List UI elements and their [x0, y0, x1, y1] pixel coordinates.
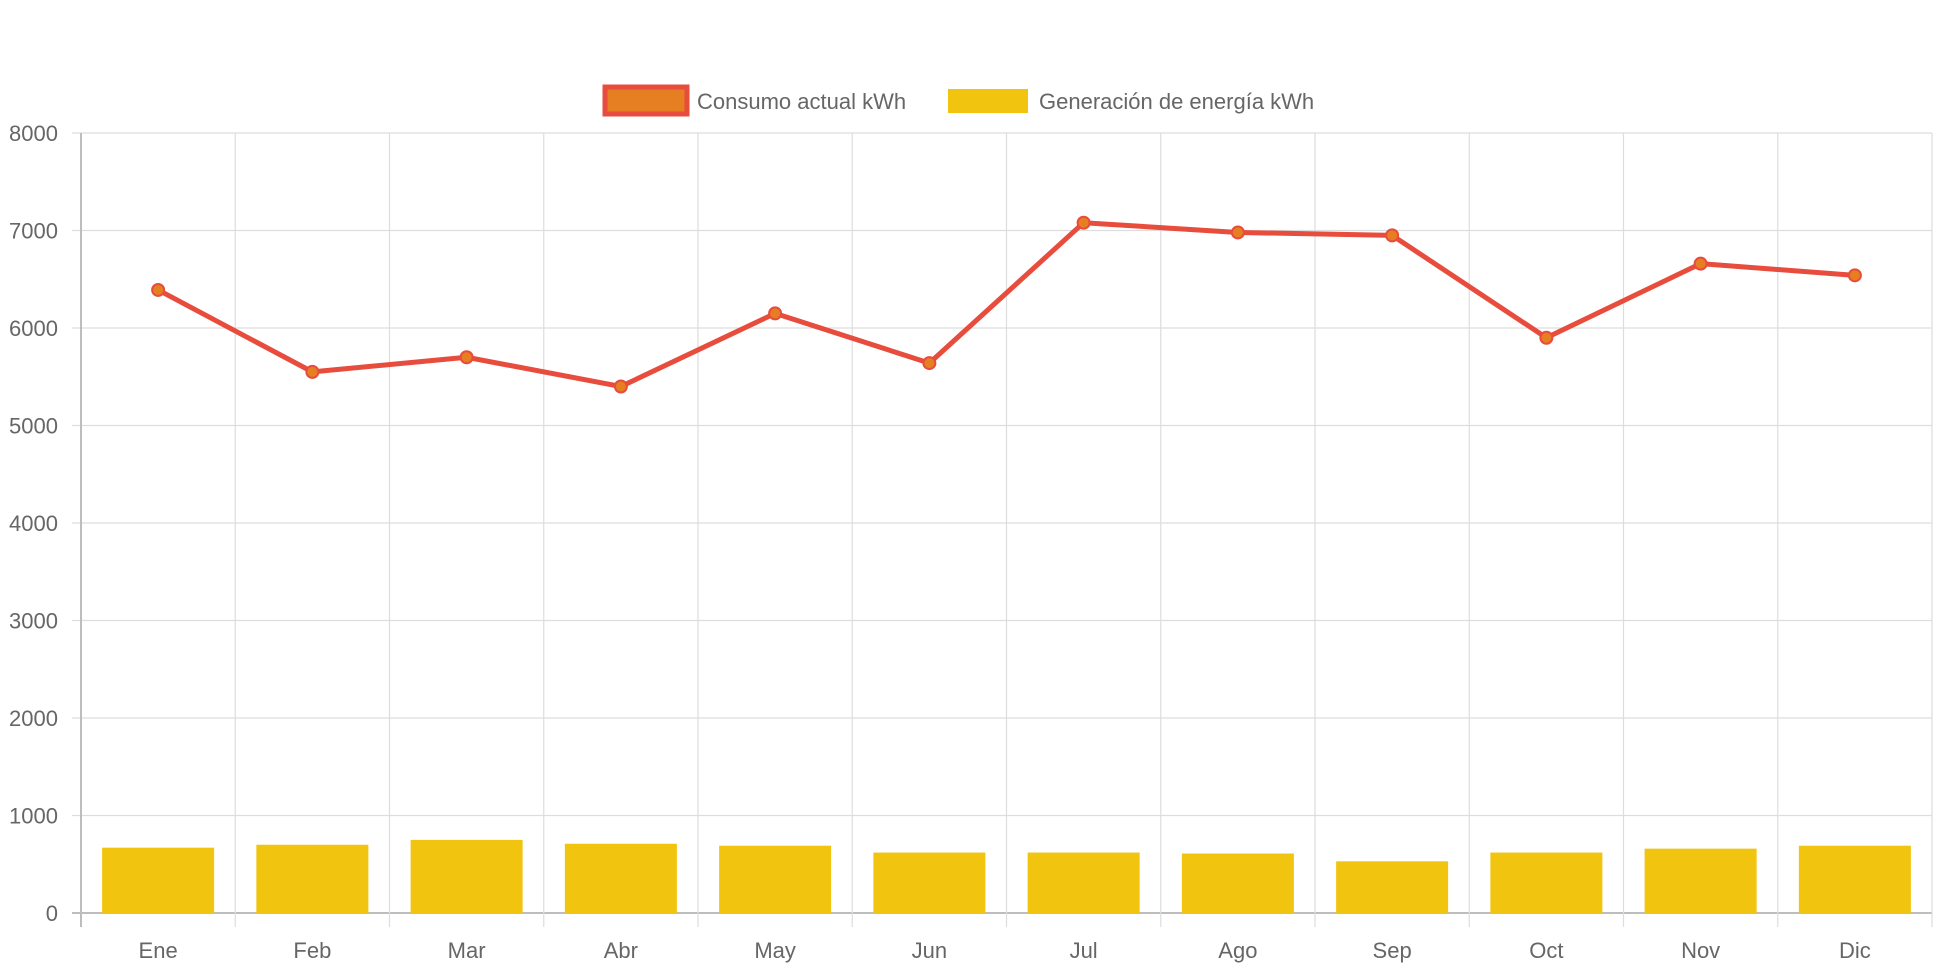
x-tick-label-abr: Abr: [604, 938, 638, 963]
point-ene: [151, 282, 166, 297]
point-feb: [305, 364, 320, 379]
consumo-line: [156, 220, 1856, 389]
legend-label-consumo: Consumo actual kWh: [697, 89, 906, 114]
bar-dic: [1798, 845, 1911, 913]
x-tick-label-jul: Jul: [1070, 938, 1098, 963]
x-tick-label-ago: Ago: [1218, 938, 1257, 963]
y-tick-label: 1000: [9, 804, 58, 829]
legend-swatch-generacion: [948, 89, 1028, 113]
point-abr: [613, 379, 628, 394]
bar-oct: [1490, 852, 1603, 913]
line-series-consumo: [151, 215, 1862, 394]
point-may: [768, 306, 783, 321]
bar-abr: [564, 843, 677, 913]
y-tick-label: 8000: [9, 121, 58, 146]
grid: [72, 132, 1933, 927]
point-jun: [922, 356, 937, 371]
bar-ene: [102, 847, 215, 913]
legend-swatch-consumo: [602, 84, 690, 117]
y-tick-label: 3000: [9, 609, 58, 634]
bar-ago: [1181, 853, 1294, 913]
point-dic: [1847, 268, 1862, 283]
bar-feb: [256, 844, 369, 913]
y-tick-label: 5000: [9, 414, 58, 439]
legend-label-generacion: Generación de energía kWh: [1039, 89, 1314, 114]
x-tick-label-feb: Feb: [293, 938, 331, 963]
point-jul: [1076, 215, 1091, 230]
point-mar: [459, 350, 474, 365]
x-tick-label-nov: Nov: [1681, 938, 1720, 963]
point-sep: [1385, 228, 1400, 243]
x-tick-label-oct: Oct: [1529, 938, 1563, 963]
x-tick-label-dic: Dic: [1839, 938, 1871, 963]
y-tick-label: 2000: [9, 706, 58, 731]
x-axis-ticks: Ene Feb Mar Abr May Jun Jul Ago Sep Oct Nov Dic: [139, 938, 1871, 963]
x-tick-label-mar: Mar: [448, 938, 486, 963]
legend: Consumo actual kWh Generación de energía…: [602, 84, 1314, 117]
bar-series-generacion: [102, 839, 1911, 913]
x-tick-label-jun: Jun: [912, 938, 947, 963]
point-nov: [1693, 256, 1708, 271]
x-tick-label-may: May: [754, 938, 796, 963]
bar-sep: [1336, 861, 1449, 913]
bar-mar: [410, 839, 523, 913]
y-tick-label: 0: [46, 901, 58, 926]
legend-item-generacion[interactable]: Generación de energía kWh: [948, 89, 1314, 114]
y-tick-label: 6000: [9, 316, 58, 341]
x-tick-label-ene: Ene: [139, 938, 178, 963]
y-tick-label: 4000: [9, 511, 58, 536]
legend-item-consumo[interactable]: Consumo actual kWh: [602, 84, 906, 117]
point-oct: [1539, 330, 1554, 345]
bar-jun: [873, 852, 986, 913]
point-ago: [1230, 225, 1245, 240]
x-tick-label-sep: Sep: [1373, 938, 1412, 963]
bar-nov: [1644, 848, 1757, 913]
y-tick-label: 7000: [9, 219, 58, 244]
bar-jul: [1027, 852, 1140, 913]
bar-may: [719, 845, 832, 913]
y-axis-ticks: 0 1000 2000 3000 4000 5000 6000 7000 8000: [9, 121, 58, 926]
